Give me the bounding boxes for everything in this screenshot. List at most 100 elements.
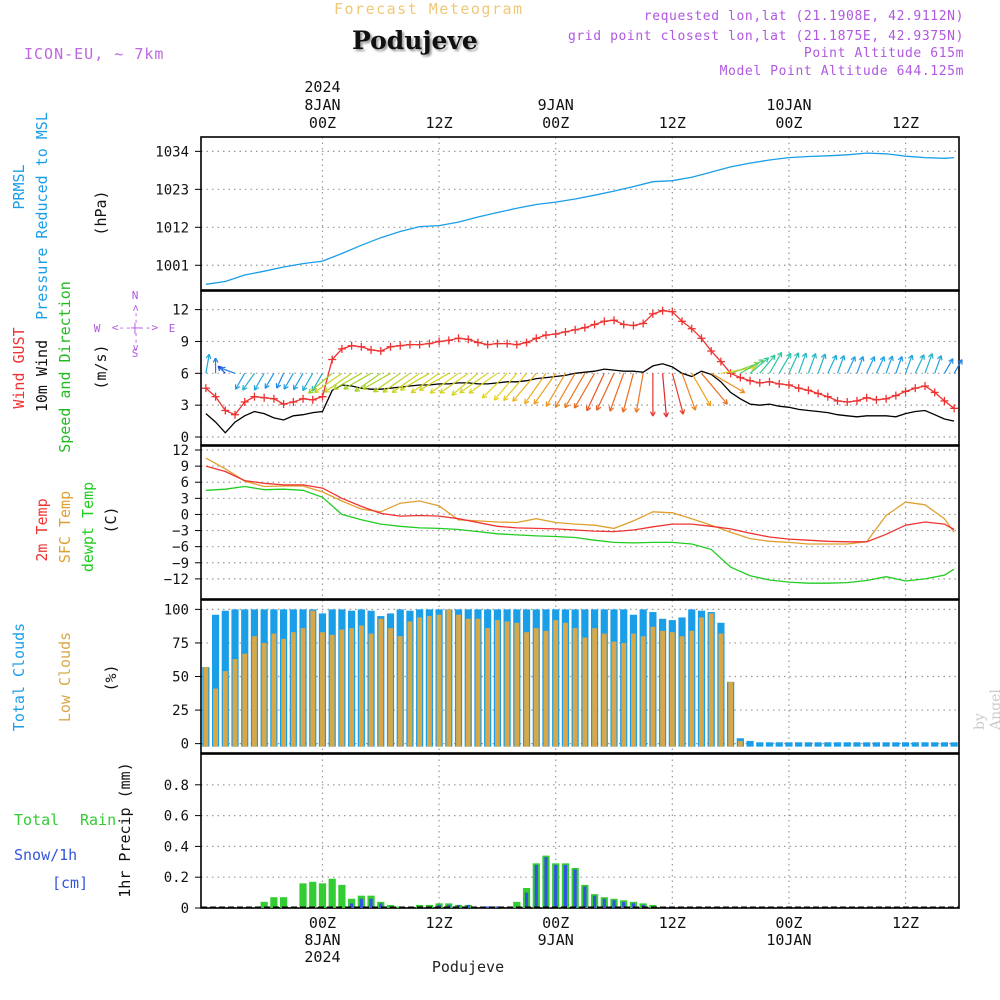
wind-direction-arrow [768, 351, 783, 374]
time-label-bottom: 12Z [426, 914, 453, 932]
gust-marker [580, 323, 589, 332]
bar-low-clouds [465, 618, 471, 747]
ytick-label: 25 [172, 703, 189, 719]
series-dewpoint [205, 485, 955, 584]
bar-total-clouds [872, 742, 880, 747]
gust-marker [872, 395, 881, 404]
series-10m-wind [205, 363, 955, 434]
bar-snow [456, 904, 461, 908]
wind-direction-arrow [934, 355, 943, 374]
bar-snow [641, 904, 645, 908]
wind-direction-arrow [585, 373, 605, 412]
bar-total-rain [416, 904, 424, 908]
time-label-bottom: 12Z [659, 914, 686, 932]
bar-snow [592, 895, 597, 908]
wind-direction-arrow [634, 373, 644, 413]
bar-low-clouds [582, 637, 588, 747]
gust-marker [541, 331, 550, 340]
gust-marker [473, 338, 482, 347]
gust-marker [629, 321, 638, 330]
bar-low-clouds [669, 632, 675, 747]
wind-direction-arrow [283, 373, 294, 390]
wind-direction-arrow [953, 359, 963, 374]
gust-marker [483, 340, 492, 349]
bar-snow [573, 869, 577, 908]
point-altitude: Point Altitude 615m [803, 46, 964, 61]
panel-pressure: 1001 1012 1023 1034 [155, 136, 960, 291]
label-ms: (m/s) [92, 344, 110, 389]
bar-snow [437, 904, 441, 908]
wind-direction-arrow [292, 373, 304, 391]
wind-direction-arrow [943, 358, 954, 374]
gust-marker [454, 334, 463, 343]
bar-low-clouds [640, 636, 646, 747]
ytick-label: 9 [181, 334, 189, 350]
time-label-bottom: 00Z [775, 914, 802, 932]
bar-total-clouds [863, 742, 871, 747]
bar-snow [583, 886, 587, 908]
label-total-clouds: Total Clouds [10, 623, 28, 731]
bar-low-clouds [320, 632, 325, 747]
gust-marker [522, 338, 531, 347]
gust-marker [901, 387, 910, 396]
series-wind-gust [205, 310, 955, 416]
bar-low-clouds [232, 659, 238, 747]
wind-direction-arrow [875, 356, 886, 374]
gust-marker [765, 377, 774, 386]
gust-marker [493, 339, 502, 348]
wind-direction-arrow [524, 372, 547, 405]
gust-marker [444, 336, 453, 345]
bar-total-clouds [211, 614, 220, 747]
time-label-bottom: 9JAN [538, 931, 574, 949]
gust-marker [512, 340, 521, 349]
wind-direction-arrow [362, 372, 391, 390]
label-sfc-temp: SFC Temp [56, 491, 74, 563]
bar-total-rain [425, 904, 433, 908]
wind-direction-arrow [493, 372, 518, 401]
bar-low-clouds [485, 628, 491, 747]
compass-s: S [132, 347, 139, 360]
gust-marker [357, 342, 366, 351]
bar-low-clouds [397, 636, 403, 747]
label-wind-gust: Wind GUST [10, 327, 28, 408]
wind-direction-arrow [410, 372, 440, 394]
ytick-label: 12 [172, 443, 189, 459]
wind-direction-arrow [275, 373, 285, 389]
gust-marker [405, 340, 414, 349]
wind-direction-arrow [595, 373, 615, 411]
gust-marker [911, 384, 920, 393]
bar-low-clouds [621, 642, 627, 747]
time-label-bottom: 00Z [542, 914, 569, 932]
wind-direction-arrow [778, 352, 792, 374]
wind-direction-arrow [451, 372, 479, 396]
bar-snow [369, 898, 373, 908]
bar-low-clouds [426, 616, 432, 747]
bar-total-clouds [804, 742, 812, 747]
wind-direction-arrow [836, 355, 846, 374]
ytick-label: 50 [172, 670, 189, 686]
wind-direction-arrow [788, 352, 800, 374]
gust-marker [260, 393, 269, 402]
label-dewpt-temp: dewpt Temp [79, 482, 97, 572]
bar-low-clouds [281, 638, 287, 747]
gust-marker [571, 325, 580, 334]
gust-marker [697, 334, 706, 343]
bar-low-clouds [660, 630, 666, 747]
gust-marker [716, 357, 725, 366]
bar-low-clouds [572, 628, 578, 747]
bar-low-clouds [456, 614, 461, 747]
wind-direction-arrow [885, 355, 894, 374]
gust-marker [804, 386, 813, 395]
bar-snow [563, 864, 568, 908]
gust-marker [201, 384, 210, 393]
gust-marker [425, 339, 434, 348]
model-name: ICON-EU, ~ 7km [24, 45, 165, 63]
gust-marker [328, 355, 337, 364]
gust-marker [746, 376, 755, 385]
bar-low-clouds [261, 642, 267, 747]
label-rain: Rain [80, 811, 116, 829]
bar-low-clouds [718, 633, 724, 747]
gust-marker [318, 392, 327, 401]
bar-low-clouds [388, 628, 393, 747]
bar-total-clouds [824, 742, 832, 747]
